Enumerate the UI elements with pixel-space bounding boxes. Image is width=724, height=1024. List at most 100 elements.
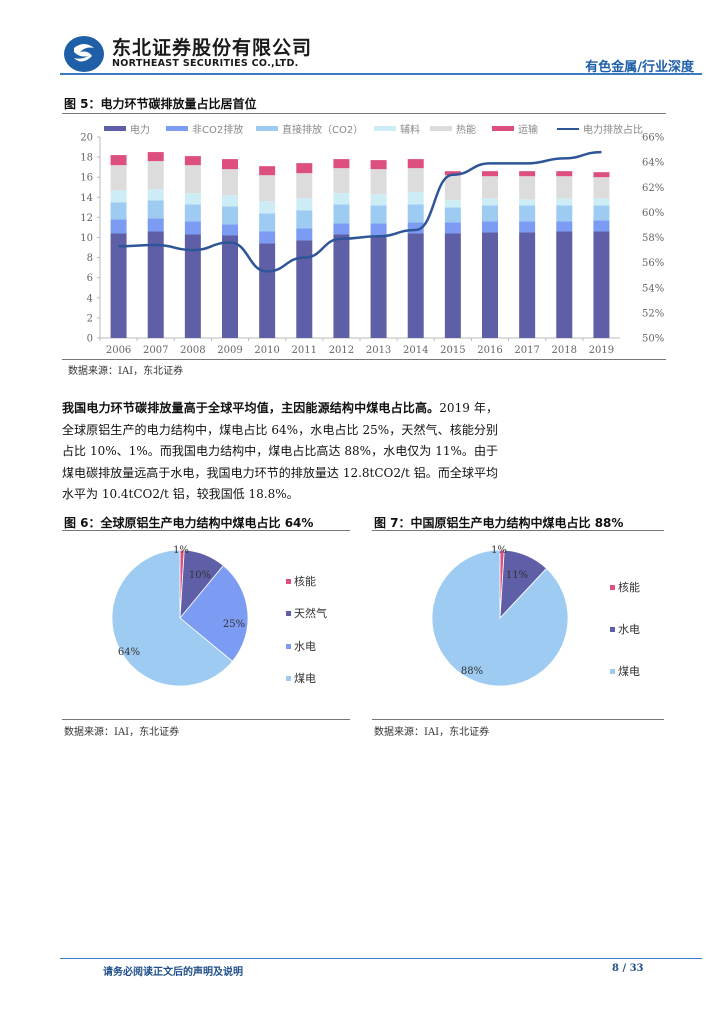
pie-legend-label: 水电: [294, 640, 316, 653]
bar-segment: [147, 152, 164, 162]
bar-segment: [407, 159, 424, 169]
x-axis-tick-label: 2007: [143, 345, 168, 356]
legend-swatch: [610, 627, 615, 632]
bar-segment: [519, 171, 536, 177]
bar-segment: [444, 207, 461, 223]
bar-segment: [556, 205, 573, 222]
bar-segment: [556, 176, 573, 199]
y-axis-tick-label: 12: [80, 213, 93, 224]
bar-segment: [296, 228, 313, 241]
bar-segment: [259, 243, 276, 338]
legend-swatch: [610, 585, 615, 590]
bar-segment: [259, 166, 276, 176]
y2-axis-tick-label: 54%: [642, 283, 664, 294]
figure-7-source: 数据来源：IAI，东北证券: [374, 727, 490, 738]
figure-6-source: 数据来源：IAI，东北证券: [64, 727, 180, 738]
y-axis-tick-label: 0: [87, 334, 93, 345]
figure-6-top-rule: [62, 530, 350, 531]
bar-segment: [147, 231, 164, 338]
body-paragraph: 我国电力环节碳排放量高于全球平均值，主因能源结构中煤电占比高。2019 年，全球…: [62, 398, 498, 506]
bar-segment: [222, 159, 238, 170]
bar-segment: [593, 172, 610, 178]
bar-segment: [593, 198, 610, 206]
pie-data-label: 11%: [506, 570, 528, 581]
x-axis-tick-label: 2018: [552, 345, 577, 356]
figure-5-top-rule: [62, 113, 666, 114]
legend-swatch: [286, 579, 291, 584]
bar-segment: [444, 175, 461, 201]
y-axis-tick-label: 8: [87, 253, 93, 264]
y2-axis-tick-label: 50%: [642, 334, 664, 345]
footer-divider: [60, 958, 702, 959]
company-name-cn: 东北证券股份有限公司: [112, 37, 313, 59]
bar-segment: [519, 199, 536, 206]
bar-segment: [407, 168, 424, 193]
bar-segment: [110, 202, 127, 220]
bar-segment: [444, 200, 461, 208]
pie-data-label: 25%: [223, 619, 245, 630]
x-axis-tick-label: 2012: [329, 345, 354, 356]
pie-legend-label: 煤电: [618, 665, 640, 678]
stacked-bar-chart: 0 2 4 6 8 10 12 14 16 18 20 50% 52% 54% 56% 58% 60% 62% 64…: [80, 133, 664, 357]
bar-segment: [222, 169, 238, 196]
bar-segment: [333, 168, 350, 194]
legend-item: 辅料: [374, 121, 420, 136]
legend-item: 直接排放（CO2）: [256, 121, 363, 136]
bar-segment: [333, 193, 350, 205]
bar-segment: [110, 219, 127, 234]
bar-segment: [147, 189, 164, 201]
bar-segment: [184, 165, 201, 194]
bar-segment: [184, 156, 201, 166]
x-axis-tick-label: 2006: [106, 345, 131, 356]
x-axis-tick-label: 2015: [440, 345, 465, 356]
bar-segment: [519, 176, 536, 200]
bar-segment: [147, 200, 164, 219]
bar-segment: [184, 234, 201, 338]
bar-segment: [333, 159, 350, 169]
pie-legend-label: 核能: [618, 580, 640, 594]
figure-6-title: 图 6：全球原铝生产电力结构中煤电占比 64%: [64, 516, 314, 530]
bar-segment: [556, 231, 573, 338]
bar-segment: [296, 240, 313, 338]
x-axis-tick-label: 2013: [366, 345, 391, 356]
figure-5-chart: 电力 非CO2排放 直接排放（CO2） 辅料 热能 运输 电力排放占比 0 2 4 6…: [62, 114, 682, 359]
bar-segment: [296, 163, 313, 174]
figure-7-title: 图 7：中国原铝生产电力结构中煤电占比 88%: [374, 516, 624, 530]
bar-segment: [482, 221, 498, 233]
bar-segment: [259, 201, 276, 214]
figure-5-title: 图 5：电力环节碳排放量占比居首位: [64, 97, 257, 111]
bar-segment: [444, 233, 461, 338]
bar-segment: [110, 155, 127, 166]
bar-segment: [593, 231, 610, 338]
bar-segment: [296, 173, 313, 199]
x-axis-tick-label: 2011: [292, 345, 317, 356]
bar-segment: [407, 192, 424, 205]
bar-segment: [147, 218, 164, 232]
bar-segment: [519, 221, 536, 233]
bar-segment: [222, 235, 238, 338]
bar-segment: [110, 233, 127, 338]
bar-segment: [407, 204, 424, 223]
legend-item: 非CO2排放: [166, 121, 243, 136]
bar-segment: [184, 193, 201, 205]
bar-segment: [110, 165, 127, 191]
pie-slice: [179, 565, 249, 662]
legend-item: 热能: [430, 121, 476, 136]
x-axis-tick-label: 2010: [254, 345, 279, 356]
bar-segment: [407, 233, 424, 338]
bar-segment: [370, 223, 387, 236]
legend-swatch: [610, 669, 615, 674]
legend-swatch: [286, 676, 291, 681]
y2-axis-tick-label: 60%: [642, 208, 664, 219]
bar-segment: [444, 171, 461, 176]
bar-segment: [333, 234, 350, 338]
bar-segment: [593, 205, 610, 221]
bar-segment: [593, 177, 610, 199]
bar-segment: [222, 224, 238, 236]
bar-segment: [222, 195, 238, 207]
x-axis-tick-label: 2017: [514, 345, 539, 356]
pie-slice: [111, 549, 233, 687]
paragraph-bold-lead: 我国电力环节碳排放量高于全球平均值，主因能源结构中煤电占比高。: [62, 401, 440, 415]
